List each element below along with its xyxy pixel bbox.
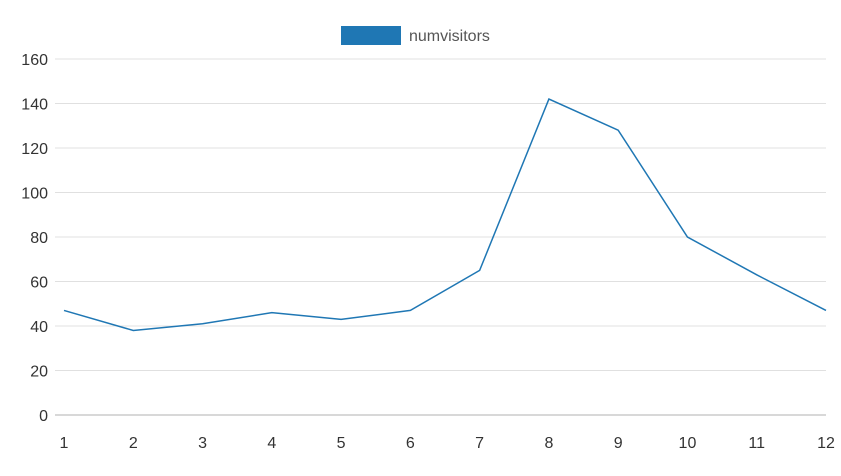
gridlines — [55, 58, 826, 416]
y-tick-label: 80 — [30, 230, 48, 247]
x-tick-label: 11 — [748, 435, 765, 452]
y-tick-label: 60 — [30, 275, 48, 292]
data-point[interactable] — [200, 321, 206, 327]
y-tick-label: 120 — [21, 141, 48, 158]
data-point[interactable] — [754, 272, 760, 278]
data-point[interactable] — [130, 327, 136, 333]
x-tick-label: 8 — [544, 435, 553, 452]
x-tick-label: 10 — [679, 435, 697, 452]
x-tick-label: 9 — [614, 435, 623, 452]
x-tick-label: 3 — [198, 435, 207, 452]
legend-swatch[interactable] — [341, 26, 401, 45]
series-line-numvisitors — [63, 98, 827, 332]
y-tick-label: 160 — [21, 52, 48, 69]
data-point[interactable] — [615, 127, 621, 133]
series — [61, 96, 829, 333]
data-point[interactable] — [684, 234, 690, 240]
x-tick-label: 12 — [817, 435, 835, 452]
x-tick-label: 5 — [337, 435, 346, 452]
x-tick-label: 6 — [406, 435, 415, 452]
x-tick-label: 1 — [60, 435, 69, 452]
data-point[interactable] — [338, 316, 344, 322]
data-point[interactable] — [269, 310, 275, 316]
y-tick-label: 0 — [39, 408, 48, 425]
x-tick-label: 4 — [267, 435, 276, 452]
y-tick-label: 140 — [21, 97, 48, 114]
data-point[interactable] — [407, 307, 413, 313]
y-tick-label: 100 — [21, 186, 48, 203]
legend: numvisitors — [341, 26, 490, 45]
data-point[interactable] — [61, 307, 67, 313]
x-tick-label: 7 — [475, 435, 484, 452]
y-tick-label: 20 — [30, 364, 48, 381]
x-tick-label: 2 — [129, 435, 138, 452]
y-tick-label: 40 — [30, 319, 48, 336]
data-point[interactable] — [823, 307, 829, 313]
data-point[interactable] — [546, 96, 552, 102]
data-point[interactable] — [477, 267, 483, 273]
legend-label[interactable]: numvisitors — [409, 28, 490, 45]
